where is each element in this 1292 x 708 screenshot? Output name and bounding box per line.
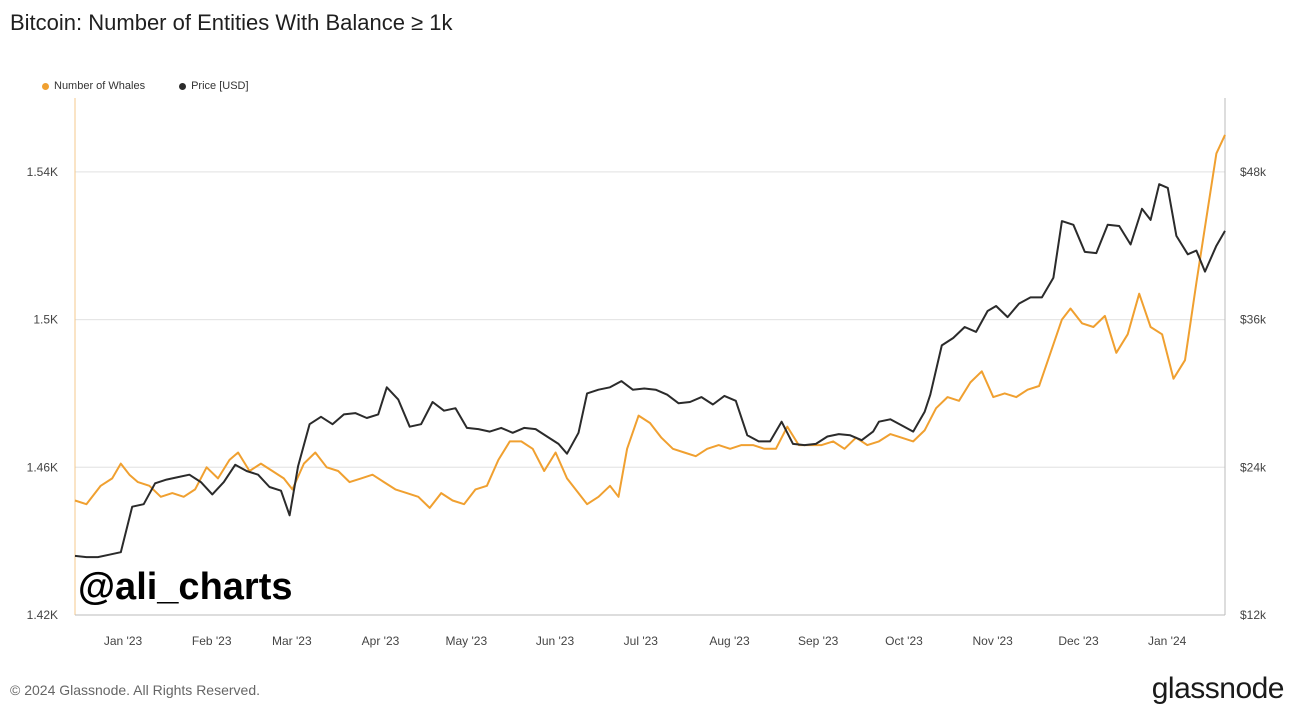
chart-title: Bitcoin: Number of Entities With Balance…	[10, 10, 453, 35]
legend-label-whales: Number of Whales	[54, 80, 146, 92]
x-tick-label: Jan '24	[1148, 634, 1187, 648]
x-tick-label: May '23	[445, 634, 487, 648]
copyright-footer: © 2024 Glassnode. All Rights Reserved.	[10, 682, 261, 698]
x-tick-label: Sep '23	[798, 634, 839, 648]
x-tick-label: Aug '23	[709, 634, 750, 648]
axes	[74, 98, 1226, 616]
brand-logo: glassnode	[1151, 672, 1285, 705]
x-tick-label: Jun '23	[536, 634, 575, 648]
y-left-tick-label: 1.46K	[27, 460, 58, 474]
legend-swatch-price	[179, 82, 187, 90]
legend-label-price: Price [USD]	[191, 80, 249, 92]
y-left-tick-label: 1.42K	[27, 608, 58, 622]
watermark-handle: @ali_charts	[78, 566, 293, 608]
legend-item-price[interactable]: Price [USD]	[179, 80, 249, 92]
legend-item-whales[interactable]: Number of Whales	[42, 80, 145, 92]
series-line-whales	[74, 134, 1226, 509]
x-tick-label: Jan '23	[104, 634, 143, 648]
x-tick-label: Oct '23	[885, 634, 923, 648]
y-right-tick-label: $36k	[1240, 313, 1267, 327]
x-tick-label: Nov '23	[973, 634, 1014, 648]
y-right-tick-label: $12k	[1240, 608, 1267, 622]
series-line-price	[74, 183, 1226, 559]
y-right-tick-label: $24k	[1240, 460, 1267, 474]
y-left-tick-label: 1.54K	[27, 165, 58, 179]
series-lines	[74, 134, 1226, 559]
legend-swatch-whales	[42, 82, 49, 90]
x-tick-label: Apr '23	[362, 634, 400, 648]
x-tick-label: Mar '23	[272, 634, 312, 648]
x-tick-label: Jul '23	[624, 634, 659, 648]
x-tick-label: Feb '23	[192, 634, 232, 648]
y-left-tick-label: 1.5K	[33, 313, 58, 327]
legend: Number of Whales Price [USD]	[42, 80, 249, 92]
y-right-tick-label: $48k	[1240, 165, 1267, 179]
x-tick-label: Dec '23	[1058, 634, 1099, 648]
tick-labels: 1.42K 1.46K 1.5K 1.54K $12k $24k $36k $48k Jan '…	[27, 165, 1267, 648]
grid-lines	[75, 171, 1225, 616]
